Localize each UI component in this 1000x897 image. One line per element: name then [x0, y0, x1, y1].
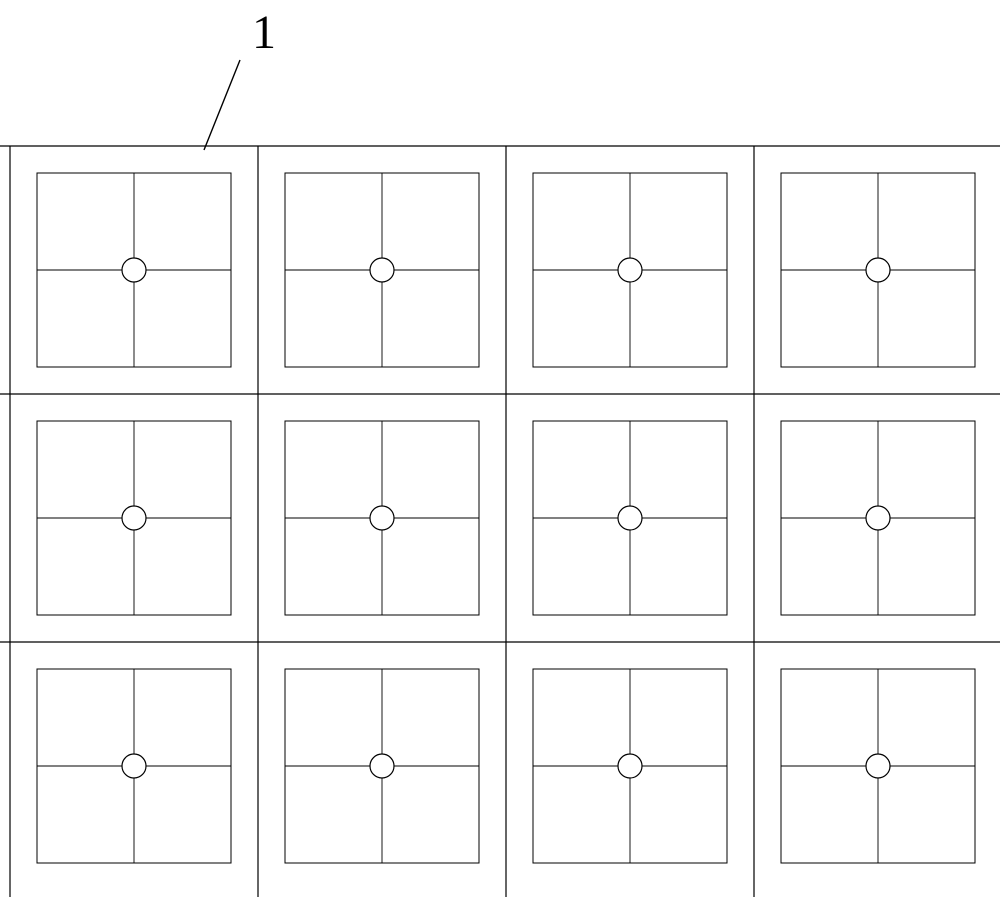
center-circle [122, 754, 146, 778]
center-circle [370, 258, 394, 282]
grid-cell [37, 669, 231, 863]
grid-cell [37, 173, 231, 367]
grid-cell [285, 173, 479, 367]
center-circle [618, 506, 642, 530]
center-circle [370, 506, 394, 530]
center-circle [866, 258, 890, 282]
grid-cell [781, 421, 975, 615]
grid-cell [533, 421, 727, 615]
grid-cell [533, 173, 727, 367]
center-circle [866, 754, 890, 778]
center-circle [122, 258, 146, 282]
center-circle [122, 506, 146, 530]
center-circle [866, 506, 890, 530]
callout-label: 1 [252, 6, 276, 59]
center-circle [618, 754, 642, 778]
grid-cell [533, 669, 727, 863]
grid-cell [781, 173, 975, 367]
grid-cell [285, 421, 479, 615]
center-circle [370, 754, 394, 778]
grid-cell [285, 669, 479, 863]
callout-leader [204, 60, 240, 150]
grid-cell [781, 669, 975, 863]
grid-diagram: 1 [0, 0, 1000, 897]
center-circle [618, 258, 642, 282]
grid-cell [37, 421, 231, 615]
